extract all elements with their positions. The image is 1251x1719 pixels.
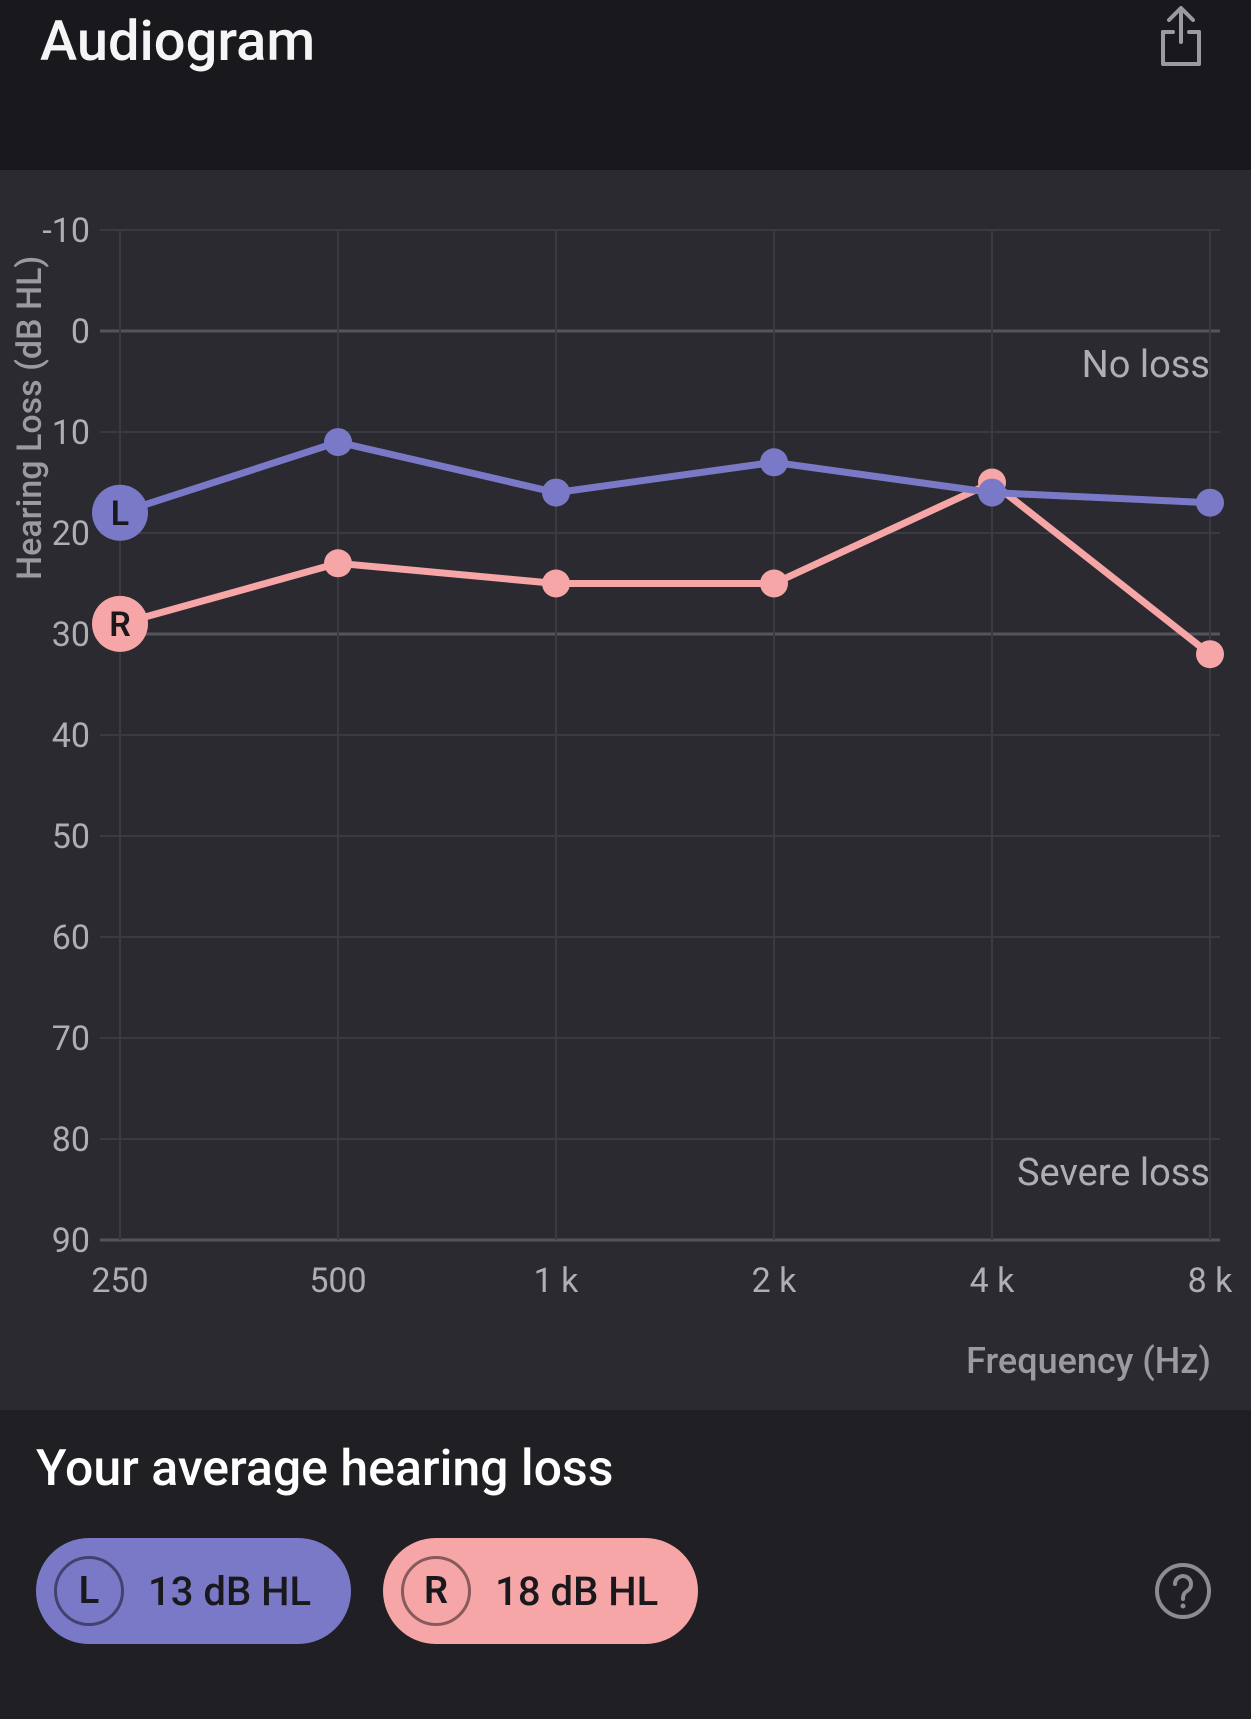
x-tick-label: 4 k <box>970 1261 1016 1301</box>
audiogram-chart: Hearing Loss (dB HL) -100102030405060708… <box>0 170 1251 1410</box>
series-line-left <box>120 442 1210 513</box>
right-ear-value: 18 dB HL <box>495 1568 658 1615</box>
y-tick-label: 40 <box>52 716 90 756</box>
right-ear-letter: R <box>401 1556 471 1626</box>
y-tick-label: 30 <box>52 615 90 655</box>
series-marker-right <box>324 549 352 577</box>
series-badge-label-left: L <box>111 494 129 534</box>
series-marker-left <box>1196 489 1224 517</box>
y-tick-label: 50 <box>52 817 90 857</box>
average-hearing-loss-section: Your average hearing loss L 13 dB HL R 1… <box>0 1410 1251 1644</box>
y-tick-label: 70 <box>52 1019 90 1059</box>
y-tick-label: 20 <box>52 514 90 554</box>
header: Audiogram <box>0 0 1251 170</box>
left-ear-letter: L <box>54 1556 124 1626</box>
series-marker-left <box>760 448 788 476</box>
left-ear-value: 13 dB HL <box>148 1568 311 1615</box>
y-tick-label: -10 <box>42 211 90 251</box>
y-tick-label: 60 <box>52 918 90 958</box>
page-title: Audiogram <box>40 8 315 74</box>
summary-title: Your average hearing loss <box>36 1440 1215 1498</box>
y-tick-label: 0 <box>71 312 90 352</box>
x-axis-title: Frequency (Hz) <box>966 1340 1211 1382</box>
series-marker-left <box>324 428 352 456</box>
series-line-right <box>120 483 1210 655</box>
summary-pill-row: L 13 dB HL R 18 dB HL <box>36 1538 1215 1644</box>
y-tick-label: 80 <box>52 1120 90 1160</box>
series-marker-right <box>542 570 570 598</box>
right-ear-pill[interactable]: R 18 dB HL <box>383 1538 698 1644</box>
series-marker-left <box>978 479 1006 507</box>
x-tick-label: 2 k <box>752 1261 798 1301</box>
series-marker-right <box>760 570 788 598</box>
x-tick-label: 8 k <box>1188 1261 1234 1301</box>
chart-annotation: No loss <box>1082 343 1210 387</box>
share-icon <box>1153 6 1209 70</box>
help-icon <box>1154 1562 1212 1620</box>
chart-annotation: Severe loss <box>1017 1151 1210 1195</box>
y-tick-label: 90 <box>52 1221 90 1261</box>
chart-canvas: -10 0 10 20 30 40 50 60 70 80 90250 500 1 k 2 k 4 k 8 k… <box>0 170 1251 1410</box>
series-badge-label-right: R <box>109 605 131 645</box>
help-button[interactable] <box>1151 1559 1215 1623</box>
x-tick-label: 1 k <box>534 1261 580 1301</box>
y-tick-label: 10 <box>52 413 90 453</box>
share-button[interactable] <box>1151 8 1211 68</box>
series-marker-right <box>1196 640 1224 668</box>
x-tick-label: 500 <box>309 1261 366 1301</box>
series-marker-left <box>542 479 570 507</box>
left-ear-pill[interactable]: L 13 dB HL <box>36 1538 351 1644</box>
x-tick-label: 250 <box>91 1261 148 1301</box>
